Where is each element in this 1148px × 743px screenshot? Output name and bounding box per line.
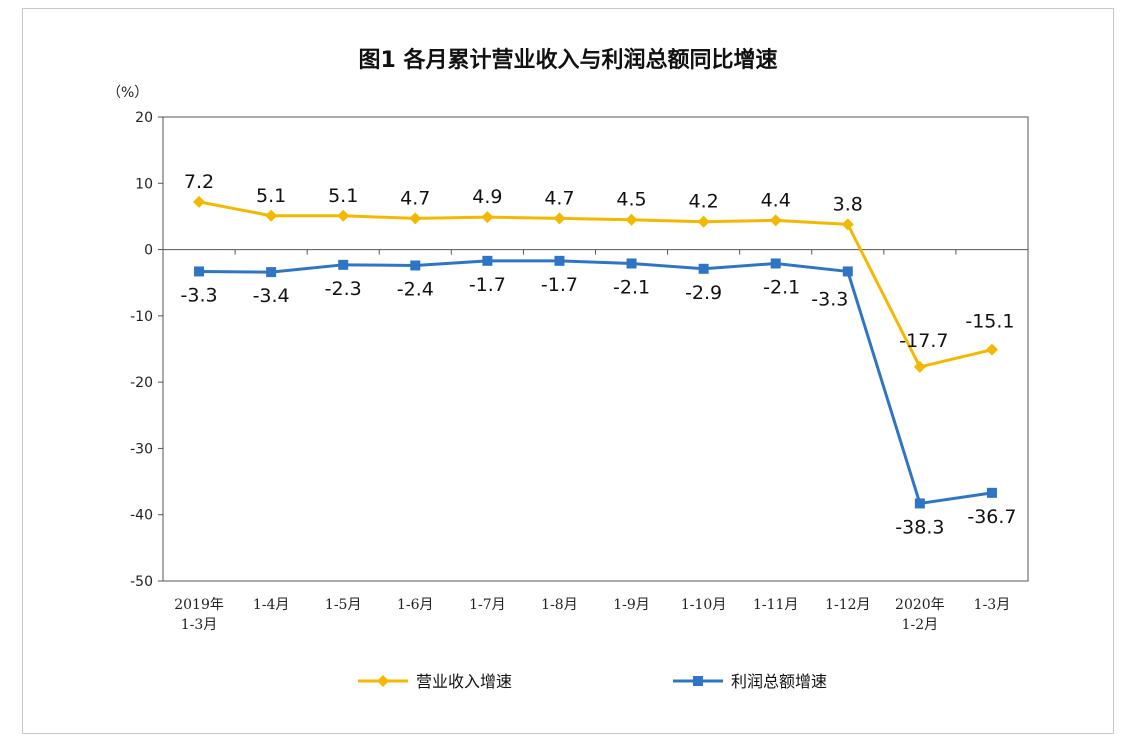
legend-label: 营业收入增速 xyxy=(416,672,512,691)
data-point xyxy=(410,260,421,271)
data-point xyxy=(193,195,206,208)
data-label: -38.3 xyxy=(895,516,944,538)
data-point xyxy=(769,214,782,227)
legend-label: 利润总额增速 xyxy=(731,672,827,691)
data-point xyxy=(337,209,350,222)
x-tick-label: 1-9月 xyxy=(613,597,650,613)
y-tick-label: -10 xyxy=(130,309,153,325)
data-label: 4.4 xyxy=(761,189,791,211)
data-label: -15.1 xyxy=(965,311,1014,333)
data-label: 7.2 xyxy=(184,171,214,193)
data-label: 4.7 xyxy=(544,187,574,209)
data-point xyxy=(194,266,205,277)
data-label: -2.1 xyxy=(613,276,650,298)
y-tick-label: 10 xyxy=(135,176,153,192)
x-tick-label: 1-2月 xyxy=(902,617,939,633)
data-label: -2.4 xyxy=(397,278,434,300)
plot-area xyxy=(162,116,1029,582)
x-tick-label: 1-6月 xyxy=(397,597,434,613)
y-tick-label: -20 xyxy=(130,375,153,391)
data-label: -2.9 xyxy=(685,282,722,304)
y-tick-label: -50 xyxy=(130,574,153,590)
data-point xyxy=(842,266,853,277)
data-point xyxy=(338,259,349,270)
data-point xyxy=(481,211,494,224)
data-label: -2.3 xyxy=(325,278,362,300)
data-point xyxy=(626,258,637,269)
x-tick-label: 2019年 xyxy=(174,597,224,613)
y-axis-unit-label: （%） xyxy=(107,85,148,101)
y-axis: 20 10 0 -10 -20 -30 -40 -50 xyxy=(130,110,163,590)
x-tick-label: 1-12月 xyxy=(825,597,870,613)
data-point xyxy=(553,212,566,225)
legend: 营业收入增速 利润总额增速 xyxy=(358,672,827,691)
data-point xyxy=(770,258,781,269)
data-point xyxy=(914,498,925,509)
x-tick-label: 1-7月 xyxy=(469,597,506,613)
data-label: -36.7 xyxy=(967,506,1016,528)
data-label: -3.3 xyxy=(181,284,218,306)
data-label: 5.1 xyxy=(256,185,286,207)
chart-frame: 图1 各月累计营业收入与利润总额同比增速 （%） 20 10 0 -10 -20 -30 -… xyxy=(22,8,1114,734)
series-layer: 7.2 5.1 5.1 4.7 4.9 4.7 4.5 4.2 4.4 3.8 -17.7 -15.1… xyxy=(181,171,1017,539)
series-line xyxy=(198,200,993,369)
x-tick-label: 1-10月 xyxy=(681,597,726,613)
x-tick-label: 2020年 xyxy=(895,597,945,613)
y-tick-label: 20 xyxy=(135,110,153,126)
y-tick-label: -40 xyxy=(130,508,153,524)
data-point xyxy=(698,263,709,274)
x-tick-label: 1-5月 xyxy=(325,597,362,613)
data-label: -2.1 xyxy=(763,276,800,298)
data-point xyxy=(625,213,638,226)
data-point xyxy=(554,255,565,266)
data-label: 3.8 xyxy=(833,193,863,215)
data-point xyxy=(265,209,278,222)
x-axis: 2019年 1-3月 1-4月 1-5月 1-6月 1-7月 1-8月 1-9月 1-10月 1-… xyxy=(162,249,1029,633)
y-tick-label: -30 xyxy=(130,441,153,457)
data-point xyxy=(482,255,493,266)
data-label: 4.2 xyxy=(689,191,719,213)
data-point xyxy=(986,487,997,498)
legend-marker xyxy=(693,676,703,686)
y-tick-label: 0 xyxy=(144,243,153,259)
x-tick-label: 1-11月 xyxy=(753,597,798,613)
data-label: -17.7 xyxy=(899,330,948,352)
legend-marker xyxy=(377,675,389,687)
data-point xyxy=(841,218,854,231)
x-tick-label: 1-3月 xyxy=(181,617,218,633)
data-point xyxy=(913,360,926,373)
line-chart: 图1 各月累计营业收入与利润总额同比增速 （%） 20 10 0 -10 -20 -30 -… xyxy=(107,47,1029,691)
data-point xyxy=(697,215,710,228)
x-tick-label: 1-4月 xyxy=(253,597,290,613)
series-0: 7.2 5.1 5.1 4.7 4.9 4.7 4.5 4.2 4.4 3.8 -17.7 -15.1 xyxy=(184,171,1015,373)
chart-title: 图1 各月累计营业收入与利润总额同比增速 xyxy=(359,47,778,73)
data-label: -3.4 xyxy=(253,285,290,307)
data-point xyxy=(266,267,277,278)
series-line xyxy=(199,259,993,505)
data-point xyxy=(985,343,998,356)
data-label: 4.5 xyxy=(616,189,646,211)
series-1: -3.3 -3.4 -2.3 -2.4 -1.7 -1.7 -2.1 -2.9 -2.1 -3.3… xyxy=(181,255,1017,538)
data-label: 4.7 xyxy=(400,187,430,209)
data-label: 4.9 xyxy=(472,186,502,208)
data-point xyxy=(409,212,422,225)
data-label: -1.7 xyxy=(469,274,506,296)
data-label: -3.3 xyxy=(811,288,848,310)
data-label: -1.7 xyxy=(541,274,578,296)
data-label: 5.1 xyxy=(328,185,358,207)
x-tick-label: 1-8月 xyxy=(541,597,578,613)
x-tick-label: 1-3月 xyxy=(974,597,1011,613)
